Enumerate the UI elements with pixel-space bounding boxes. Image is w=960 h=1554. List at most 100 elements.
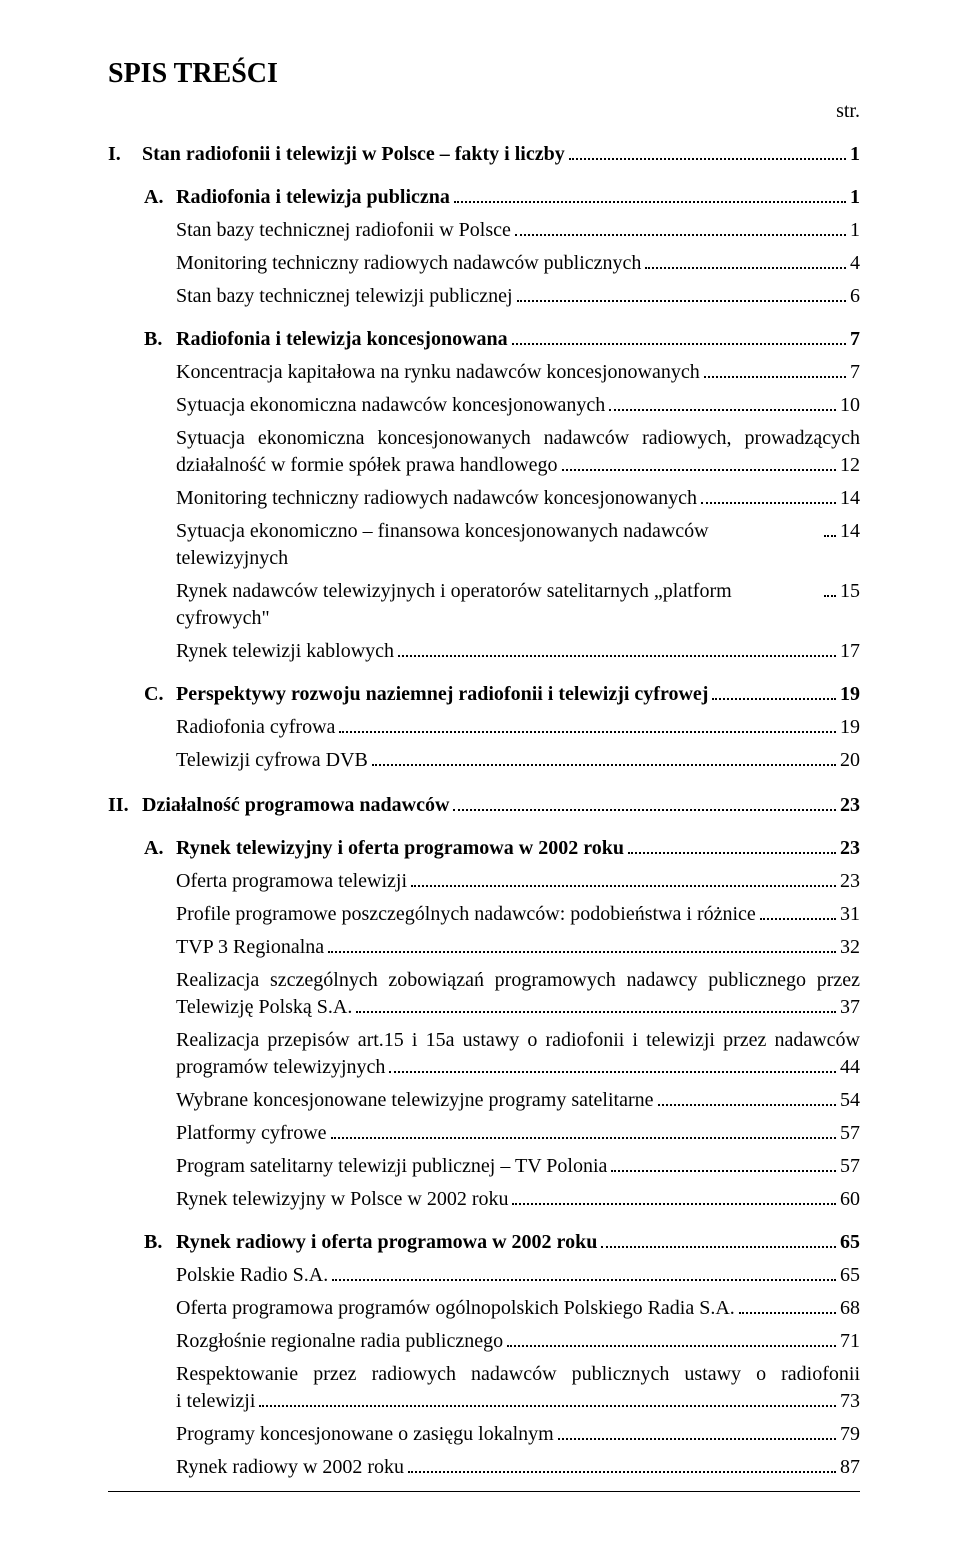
entry-page: 14 <box>840 485 860 512</box>
entry-title: Telewizji cyfrowa DVB <box>176 747 368 774</box>
entry-page: 32 <box>840 934 860 961</box>
entry-title: Oferta programowa programów ogólnopolski… <box>176 1295 735 1322</box>
toc-section-I: I. Stan radiofonii i telewizji w Polsce … <box>108 141 860 168</box>
subsection-title: Rynek radiowy i oferta programowa w 2002… <box>176 1229 597 1256</box>
entry-title: TVP 3 Regionalna <box>176 934 324 961</box>
leader-dots <box>712 682 836 700</box>
toc-page: SPIS TREŚCI str. I. Stan radiofonii i te… <box>0 0 960 1554</box>
toc-entry: Telewizji cyfrowa DVB 20 <box>108 747 860 774</box>
entry-title: Koncentracja kapitałowa na rynku nadawcó… <box>176 359 700 386</box>
entry-title-line2: programów telewizyjnych <box>176 1054 385 1081</box>
toc-entry: Programy koncesjonowane o zasięgu lokaln… <box>108 1421 860 1448</box>
toc-entry: Rynek radiowy w 2002 roku 87 <box>108 1454 860 1481</box>
subsection-title: Radiofonia i telewizja publiczna <box>176 184 450 211</box>
toc-entry: Rynek telewizji kablowych 17 <box>108 638 860 665</box>
entry-title: Program satelitarny telewizji publicznej… <box>176 1153 607 1180</box>
leader-dots <box>824 579 836 597</box>
entry-title-line1: Sytuacja ekonomiczna koncesjonowanych na… <box>176 425 860 452</box>
table-of-contents: I. Stan radiofonii i telewizji w Polsce … <box>108 141 860 1481</box>
toc-entry: Rozgłośnie regionalne radia publicznego … <box>108 1328 860 1355</box>
toc-section-II: II. Działalność programowa nadawców 23 <box>108 792 860 819</box>
section-title: Działalność programowa nadawców <box>142 792 449 819</box>
toc-subsection-IA: A. Radiofonia i telewizja publiczna 1 <box>108 184 860 211</box>
page-title: SPIS TREŚCI <box>108 58 860 90</box>
toc-entry: TVP 3 Regionalna 32 <box>108 934 860 961</box>
leader-dots <box>760 902 836 920</box>
leader-dots <box>515 218 846 236</box>
subsection-letter: B. <box>144 326 176 353</box>
toc-entry: Stan bazy technicznej radiofonii w Polsc… <box>108 217 860 244</box>
footer-divider <box>108 1491 860 1492</box>
toc-entry: Oferta programowa programów ogólnopolski… <box>108 1295 860 1322</box>
entry-page: 6 <box>850 283 860 310</box>
entry-title: Platformy cyfrowe <box>176 1120 327 1147</box>
toc-entry: Rynek nadawców telewizyjnych i operatoró… <box>108 578 860 632</box>
subsection-letter: A. <box>144 835 176 862</box>
leader-dots <box>704 360 846 378</box>
entry-page: 79 <box>840 1421 860 1448</box>
toc-entry: Polskie Radio S.A. 65 <box>108 1262 860 1289</box>
leader-dots <box>609 393 836 411</box>
entry-title-line1: Realizacja szczególnych zobowiązań progr… <box>176 967 860 994</box>
entry-title: Wybrane koncesjonowane telewizyjne progr… <box>176 1087 654 1114</box>
toc-entry-multiline: Sytuacja ekonomiczna koncesjonowanych na… <box>108 425 860 479</box>
entry-title-line1: Respektowanie przez radiowych nadawców p… <box>176 1361 860 1388</box>
leader-dots <box>356 995 836 1013</box>
entry-page: 60 <box>840 1186 860 1213</box>
leader-dots <box>372 748 836 766</box>
entry-title-line2: i telewizji <box>176 1388 255 1415</box>
entry-title: Rynek nadawców telewizyjnych i operatoró… <box>176 578 820 632</box>
toc-entry: Oferta programowa telewizji 23 <box>108 868 860 895</box>
subsection-page: 7 <box>850 326 860 353</box>
entry-title: Radiofonia cyfrowa <box>176 714 335 741</box>
leader-dots <box>259 1389 836 1407</box>
entry-title: Monitoring techniczny radiowych nadawców… <box>176 485 697 512</box>
toc-entry: Sytuacja ekonomiczno – finansowa koncesj… <box>108 518 860 572</box>
entry-page: 73 <box>840 1388 860 1415</box>
entry-title: Monitoring techniczny radiowych nadawców… <box>176 250 641 277</box>
toc-entry: Koncentracja kapitałowa na rynku nadawcó… <box>108 359 860 386</box>
leader-dots <box>454 185 846 203</box>
entry-page: 31 <box>840 901 860 928</box>
leader-dots <box>507 1329 836 1347</box>
entry-title: Sytuacja ekonomiczna nadawców koncesjono… <box>176 392 605 419</box>
leader-dots <box>512 1187 836 1205</box>
toc-entry: Program satelitarny telewizji publicznej… <box>108 1153 860 1180</box>
leader-dots <box>512 327 846 345</box>
entry-title: Rynek radiowy w 2002 roku <box>176 1454 404 1481</box>
subsection-page: 65 <box>840 1229 860 1256</box>
toc-subsection-IIA: A. Rynek telewizyjny i oferta programowa… <box>108 835 860 862</box>
leader-dots <box>389 1055 836 1073</box>
subsection-page: 23 <box>840 835 860 862</box>
leader-dots <box>628 836 836 854</box>
leader-dots <box>328 935 836 953</box>
toc-entry: Monitoring techniczny radiowych nadawców… <box>108 250 860 277</box>
entry-page: 68 <box>840 1295 860 1322</box>
entry-page: 20 <box>840 747 860 774</box>
entry-title: Rynek telewizji kablowych <box>176 638 394 665</box>
leader-dots <box>824 519 836 537</box>
subsection-page: 19 <box>840 681 860 708</box>
leader-dots <box>517 284 846 302</box>
entry-page: 23 <box>840 868 860 895</box>
entry-page: 19 <box>840 714 860 741</box>
toc-entry-multiline: Realizacja przepisów art.15 i 15a ustawy… <box>108 1027 860 1081</box>
subsection-title: Rynek telewizyjny i oferta programowa w … <box>176 835 624 862</box>
subsection-letter: C. <box>144 681 176 708</box>
entry-page: 44 <box>840 1054 860 1081</box>
entry-page: 12 <box>840 452 860 479</box>
entry-title: Stan bazy technicznej radiofonii w Polsc… <box>176 217 511 244</box>
subsection-title: Radiofonia i telewizja koncesjonowana <box>176 326 508 353</box>
entry-title: Oferta programowa telewizji <box>176 868 407 895</box>
entry-title: Rozgłośnie regionalne radia publicznego <box>176 1328 503 1355</box>
entry-page: 10 <box>840 392 860 419</box>
section-number: I. <box>108 141 142 168</box>
entry-title: Programy koncesjonowane o zasięgu lokaln… <box>176 1421 554 1448</box>
leader-dots <box>701 486 836 504</box>
entry-title: Polskie Radio S.A. <box>176 1262 328 1289</box>
toc-subsection-IIB: B. Rynek radiowy i oferta programowa w 2… <box>108 1229 860 1256</box>
section-page: 1 <box>850 141 860 168</box>
toc-entry: Rynek telewizyjny w Polsce w 2002 roku 6… <box>108 1186 860 1213</box>
entry-title-line2: Telewizję Polską S.A. <box>176 994 352 1021</box>
toc-entry: Radiofonia cyfrowa 19 <box>108 714 860 741</box>
